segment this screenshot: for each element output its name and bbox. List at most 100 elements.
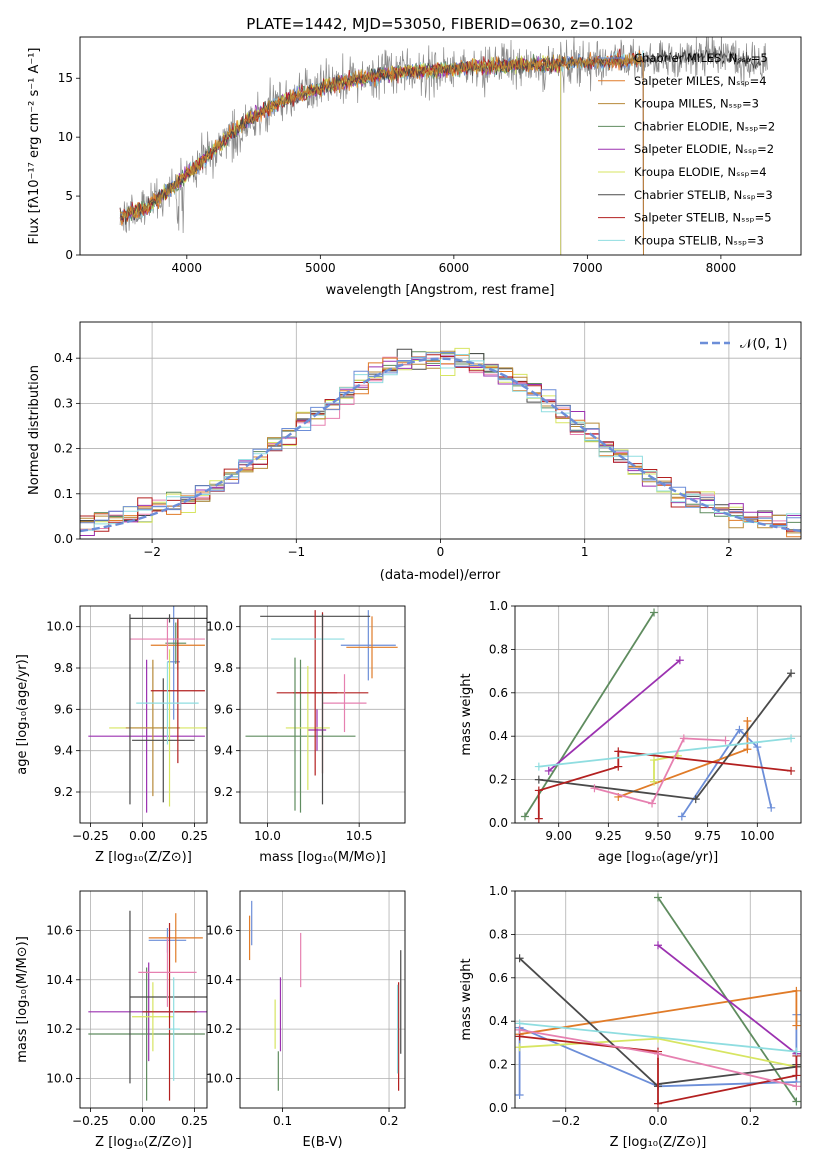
- errorbars: [88, 910, 207, 1101]
- plus-marker: [675, 656, 684, 665]
- plus-marker: [691, 795, 700, 804]
- y-tick-label: 0.6: [489, 971, 508, 985]
- x-axis-label: (data-model)/error: [380, 568, 501, 583]
- plus-marker: [520, 812, 529, 821]
- x-tick-label: 1: [581, 545, 589, 559]
- plus-marker: [515, 954, 524, 963]
- y-tick-label: 0.4: [489, 1014, 508, 1028]
- x-tick-label: 0.25: [181, 829, 208, 843]
- y-tick-label: 1.0: [489, 599, 508, 613]
- x-tick-label: 9.50: [645, 829, 672, 843]
- plus-marker: [654, 893, 662, 902]
- plus-marker: [515, 1025, 524, 1034]
- x-tick-label: 0.25: [181, 1114, 208, 1128]
- histogram-step: [80, 352, 801, 526]
- errorbars: [245, 610, 398, 813]
- plus-marker: [590, 784, 599, 793]
- agez: [76, 606, 207, 827]
- x-tick-label: 0.00: [129, 1114, 156, 1128]
- axes-frame: [514, 605, 802, 824]
- plus-marker: [787, 734, 796, 743]
- axes-frame: [239, 605, 406, 824]
- y-tick-label: 0.8: [489, 642, 508, 656]
- plus-marker: [787, 669, 796, 678]
- plus-marker: [743, 745, 752, 754]
- plus-marker: [792, 1071, 801, 1080]
- x-tick-label: −2: [143, 545, 161, 559]
- y-axis-label: age [log₁₀(age/yr)]: [15, 654, 30, 775]
- plus-marker: [743, 717, 752, 726]
- plus-marker: [677, 812, 686, 821]
- plus-marker: [614, 747, 623, 756]
- figure-title: PLATE=1442, MJD=53050, FIBERID=0630, z=0…: [246, 15, 633, 33]
- series-line: [524, 612, 655, 817]
- model-spectrum-line: [119, 52, 644, 255]
- plus-marker: [650, 608, 659, 617]
- x-tick-label: −0.2: [551, 1114, 580, 1128]
- plus-marker: [534, 786, 543, 795]
- y-tick-label: 10: [58, 130, 73, 144]
- model-spectrum-line: [119, 48, 762, 225]
- spectrum-lines: [119, 37, 768, 255]
- x-axis-label: E(B-V): [302, 1135, 342, 1150]
- legend-label: Salpeter ELODIE, Nₛₛₚ=2: [634, 142, 774, 156]
- x-axis-label: Z [log₁₀(Z/Z⊙)]: [95, 1135, 192, 1150]
- plus-marker: [648, 799, 657, 808]
- axes-frame: [239, 890, 406, 1109]
- y-tick-label: 10.2: [206, 1022, 233, 1036]
- y-tick-label: 9.4: [214, 744, 233, 758]
- y-tick-label: 9.4: [54, 744, 73, 758]
- y-axis-label: mass weight: [459, 673, 474, 755]
- plus-marker: [654, 941, 662, 950]
- x-tick-label: 10.0: [254, 829, 281, 843]
- y-tick-label: 0.0: [54, 532, 73, 546]
- x-axis-label: age [log₁₀(age/yr)]: [598, 850, 719, 865]
- y-tick-label: 9.6: [54, 702, 73, 716]
- y-tick-label: 15: [58, 71, 73, 85]
- legend-label: 𝒩(0, 1): [740, 337, 787, 352]
- x-tick-label: 7000: [572, 261, 603, 275]
- y-tick-label: 0.6: [489, 686, 508, 700]
- massebv: [236, 891, 405, 1112]
- x-tick-label: 5000: [305, 261, 336, 275]
- y-tick-label: 10.4: [206, 973, 233, 987]
- x-tick-label: 9.25: [595, 829, 622, 843]
- mwz: [511, 890, 801, 1112]
- x-tick-label: 2: [725, 545, 733, 559]
- hist-lines: [80, 347, 801, 538]
- y-tick-label: 10.0: [46, 1071, 73, 1085]
- model-spectrum-line: [119, 48, 644, 255]
- y-tick-label: 10.0: [206, 1071, 233, 1085]
- x-tick-label: 0.1: [273, 1114, 292, 1128]
- errorbars: [88, 606, 207, 813]
- plus-marker: [792, 1021, 801, 1030]
- plus-marker: [515, 1043, 524, 1052]
- plus-marker: [654, 1049, 662, 1058]
- series-line: [657, 944, 797, 1055]
- spectrum-axes: [76, 77, 722, 259]
- y-tick-label: 9.2: [54, 785, 73, 799]
- x-axis-label: Z [log₁₀(Z/Z⊙)]: [610, 1135, 707, 1150]
- histogram-step: [80, 354, 801, 532]
- plus-marker: [721, 736, 730, 745]
- y-tick-label: 0.8: [489, 927, 508, 941]
- x-axis-label: mass [log₁₀(M/M⊙)]: [259, 850, 386, 865]
- legend-label: Salpeter MILES, Nₛₛₚ=4: [634, 74, 767, 88]
- legend-label: Salpeter STELIB, Nₛₛₚ=5: [634, 211, 772, 225]
- model-spectrum-line: [119, 53, 644, 255]
- y-tick-label: 0.1: [54, 487, 73, 501]
- lines: [515, 893, 801, 1108]
- legend-label: Kroupa MILES, Nₛₛₚ=3: [634, 97, 759, 111]
- axes-frame: [79, 890, 208, 1109]
- x-tick-label: 0.0: [648, 1114, 667, 1128]
- x-tick-label: 0.00: [129, 829, 156, 843]
- y-tick-label: 0.0: [489, 1101, 508, 1115]
- x-tick-label: −1: [287, 545, 305, 559]
- y-tick-label: 10.0: [46, 620, 73, 634]
- x-tick-label: 0.2: [741, 1114, 760, 1128]
- plus-marker: [753, 743, 762, 752]
- x-tick-label: 0: [437, 545, 445, 559]
- x-tick-label: −0.25: [72, 1114, 109, 1128]
- y-tick-label: 0.2: [54, 442, 73, 456]
- normal-curve: [80, 357, 801, 533]
